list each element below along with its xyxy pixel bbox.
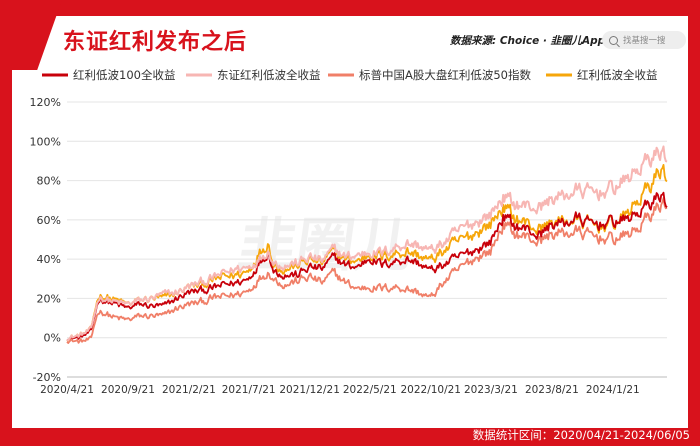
series-line-3 — [66, 197, 668, 345]
page-title: 东证红利发布之后 — [63, 30, 248, 55]
search-box[interactable]: 找基搜一搜 — [602, 31, 686, 49]
x-axis: 2020/4/21 2020/9/21 2021/2/21 2021/7/21 2021… — [40, 376, 667, 396]
series-line-2 — [66, 145, 668, 342]
legend-item-3[interactable]: 标普中国A股大盘红利低波50指数 — [328, 68, 531, 82]
legend-label: 红利低波100全收益 — [73, 68, 175, 82]
y-tick-label: -20% — [33, 371, 61, 384]
legend: 红利低波100全收益 东证红利低波全收益 标普中国A股大盘红利低波50指数 红利低波全… — [42, 68, 658, 82]
legend-item-2[interactable]: 东证红利低波全收益 — [186, 68, 321, 82]
legend-item-1[interactable]: 红利低波100全收益 — [42, 68, 175, 82]
x-tick-label: 2020/9/21 — [101, 384, 155, 396]
y-tick-label: 120% — [30, 96, 61, 109]
x-tick-label: 2021/2/21 — [162, 384, 216, 396]
x-tick-label: 2022/5/21 — [343, 384, 397, 396]
x-tick-label: 2021/12/21 — [279, 384, 340, 396]
series-line-1 — [66, 191, 668, 342]
data-source: 数据来源: Choice · 韭圈儿App — [450, 35, 606, 47]
chart-card — [12, 16, 688, 428]
x-tick-label: 2021/7/21 — [222, 384, 276, 396]
y-tick-label: 40% — [37, 253, 61, 266]
y-tick-label: 20% — [37, 292, 61, 305]
y-tick-label: 0% — [44, 332, 61, 345]
x-tick-label: 2023/3/21 — [464, 384, 518, 396]
x-tick-label: 2024/1/21 — [586, 384, 640, 396]
series-group — [66, 145, 668, 345]
x-tick-label: 2023/8/21 — [525, 384, 579, 396]
stat-range: 数据统计区间：2020/04/21-2024/06/05 — [472, 428, 690, 442]
legend-label: 红利低波全收益 — [577, 68, 658, 82]
watermark: 韭圈儿 — [234, 211, 417, 279]
y-tick-label: 80% — [37, 175, 61, 188]
y-tick-label: 60% — [37, 214, 61, 227]
x-tick-label: 2022/10/21 — [400, 384, 461, 396]
y-tick-label: 100% — [30, 135, 61, 148]
legend-label: 标普中国A股大盘红利低波50指数 — [359, 68, 531, 82]
search-icon — [609, 35, 618, 45]
x-tick-label: 2020/4/21 — [40, 384, 94, 396]
y-axis: -20% 0% 20% 40% 60% 80% 100% 120% — [30, 96, 61, 384]
legend-label: 东证红利低波全收益 — [217, 68, 321, 82]
search-placeholder: 找基搜一搜 — [623, 36, 666, 46]
legend-item-4[interactable]: 红利低波全收益 — [546, 68, 658, 82]
